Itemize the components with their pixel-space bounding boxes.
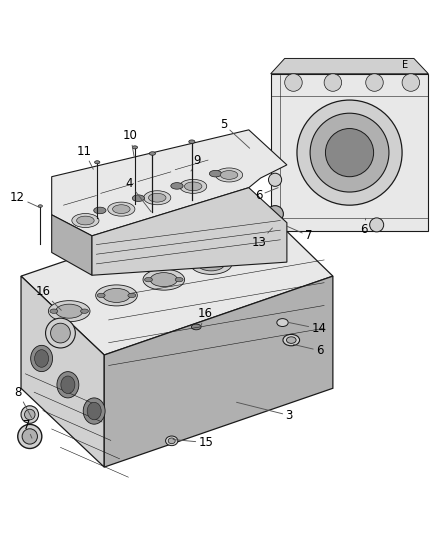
Ellipse shape [267,206,283,222]
Ellipse shape [175,278,183,282]
Ellipse shape [180,179,207,193]
Text: 9: 9 [191,154,201,171]
Ellipse shape [239,246,247,251]
Ellipse shape [31,345,53,372]
Ellipse shape [192,262,200,266]
Polygon shape [271,74,428,231]
Ellipse shape [128,293,136,297]
Ellipse shape [143,269,185,290]
Ellipse shape [189,140,195,143]
Ellipse shape [95,161,100,164]
Ellipse shape [402,74,420,91]
Ellipse shape [103,288,130,302]
Ellipse shape [283,334,300,346]
Text: 14: 14 [289,322,326,335]
Ellipse shape [268,173,282,187]
Ellipse shape [72,214,99,228]
Text: 15: 15 [173,436,213,449]
Ellipse shape [310,113,389,192]
Ellipse shape [50,309,58,313]
Ellipse shape [248,146,256,152]
Text: 6: 6 [293,344,324,357]
Ellipse shape [49,301,90,322]
Polygon shape [21,197,333,355]
Ellipse shape [94,207,106,214]
Text: 10: 10 [123,130,138,156]
Ellipse shape [223,262,230,266]
Text: 8: 8 [15,386,32,418]
Text: 16: 16 [35,285,61,310]
Ellipse shape [286,337,296,343]
Ellipse shape [220,171,238,179]
Ellipse shape [81,309,88,313]
Text: 13: 13 [252,228,272,249]
Ellipse shape [21,406,39,423]
Ellipse shape [113,205,130,214]
Polygon shape [52,130,287,236]
Ellipse shape [35,350,49,367]
Ellipse shape [325,128,374,177]
Ellipse shape [97,293,105,297]
Ellipse shape [144,191,171,205]
Ellipse shape [209,171,222,177]
Ellipse shape [190,253,232,274]
Ellipse shape [285,74,302,91]
Ellipse shape [148,193,166,202]
Ellipse shape [171,183,183,189]
Ellipse shape [25,409,35,420]
Text: 6: 6 [360,219,367,236]
Ellipse shape [215,168,243,182]
Ellipse shape [56,304,83,318]
Ellipse shape [22,429,38,444]
Text: 7: 7 [287,226,313,243]
Ellipse shape [95,285,138,306]
Text: 7: 7 [22,418,32,438]
Polygon shape [21,276,104,467]
Ellipse shape [38,205,42,207]
Ellipse shape [108,202,135,216]
Ellipse shape [46,318,75,348]
Text: 6: 6 [254,188,278,202]
Ellipse shape [370,218,384,232]
Text: 4: 4 [125,177,151,212]
Ellipse shape [149,152,155,155]
Ellipse shape [198,257,225,271]
Ellipse shape [237,238,279,259]
Polygon shape [92,188,287,275]
Ellipse shape [145,278,152,282]
Ellipse shape [168,438,175,443]
Text: 5: 5 [220,118,250,148]
Text: 16: 16 [198,308,212,327]
Ellipse shape [18,424,42,448]
Ellipse shape [277,319,288,327]
Ellipse shape [270,246,278,251]
Ellipse shape [150,273,177,287]
Ellipse shape [132,195,145,201]
Ellipse shape [61,376,75,393]
Ellipse shape [166,436,178,446]
Polygon shape [52,215,92,275]
Ellipse shape [184,182,202,191]
Ellipse shape [132,146,138,149]
Ellipse shape [87,402,101,420]
Ellipse shape [57,372,79,398]
Ellipse shape [50,323,70,343]
Ellipse shape [77,216,94,225]
Text: E: E [402,60,408,70]
Polygon shape [104,276,333,467]
Ellipse shape [83,398,105,424]
Ellipse shape [245,241,272,255]
Text: 12: 12 [10,191,39,207]
Text: 3: 3 [237,402,293,422]
Ellipse shape [324,74,342,91]
Text: 11: 11 [77,146,93,169]
Ellipse shape [297,100,402,205]
Ellipse shape [191,324,201,330]
Polygon shape [271,59,428,74]
Ellipse shape [366,74,383,91]
